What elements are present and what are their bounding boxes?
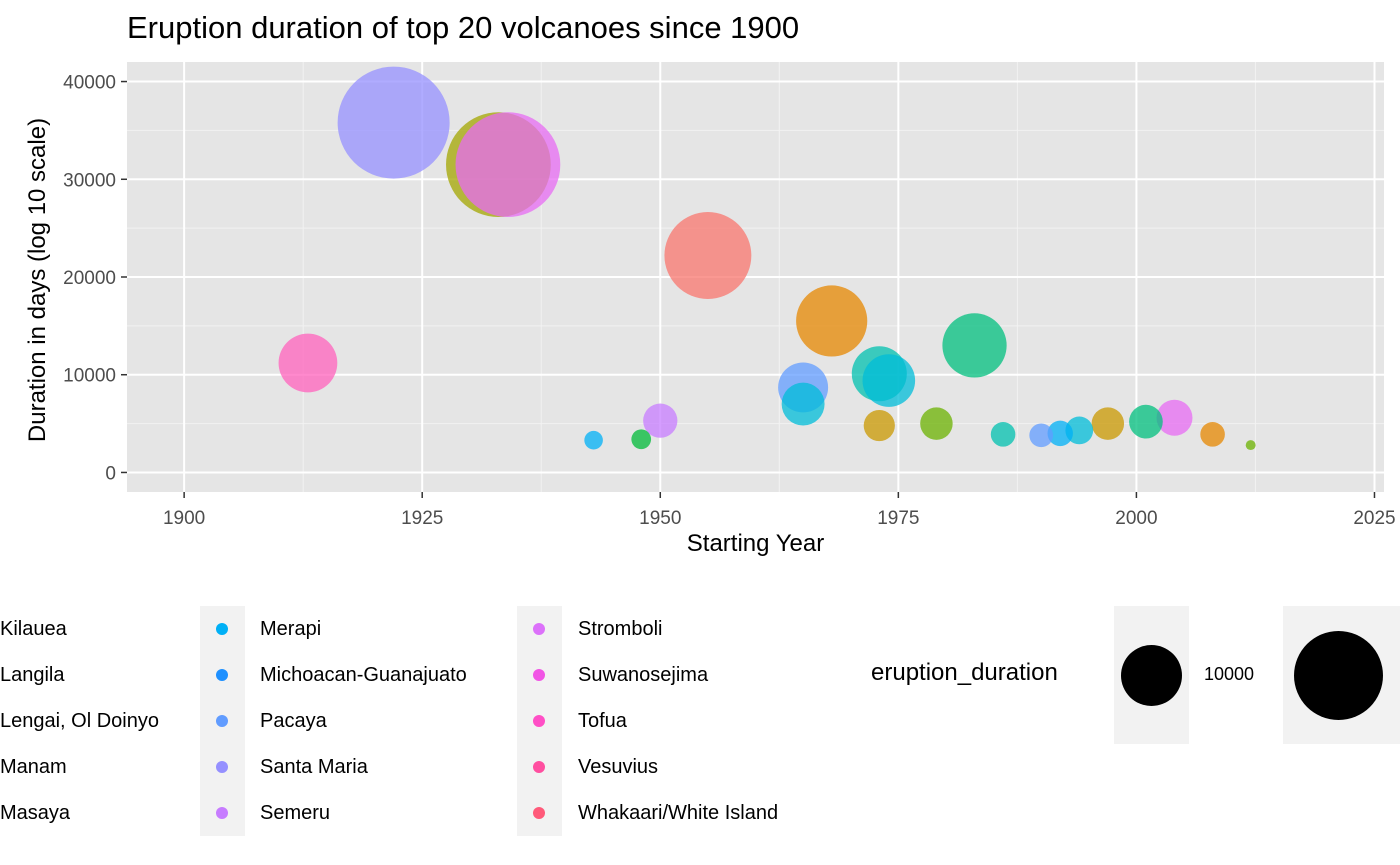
size-legend-label: 10000: [1204, 664, 1255, 684]
data-point: Suwanosejima: [337, 66, 450, 179]
data-point: Michoacan-Guanajuato: [1129, 404, 1163, 439]
y-tick-label: 10000: [63, 366, 116, 387]
legend-label: Merapi: [260, 617, 322, 640]
legend-label: Santa Maria: [260, 755, 368, 778]
data-point: Vesuvius: [1156, 399, 1193, 436]
legend-key-dot: [216, 669, 228, 681]
y-tick-label: 0: [105, 463, 116, 484]
x-tick-label: 2025: [1353, 508, 1395, 529]
legend-label: Semeru: [260, 801, 331, 824]
x-tick-label: 1900: [163, 508, 205, 529]
legend-label: Langila: [0, 663, 65, 686]
legend-label: Michoacan-Guanajuato: [260, 663, 467, 686]
x-tick-label: 2000: [1115, 508, 1157, 529]
data-point: Semeru: [584, 430, 603, 450]
y-axis-title: Duration in days (log 10 scale): [24, 117, 51, 443]
legend-key-dot: [533, 669, 545, 681]
legend-label: Lengai, Ol Doinyo: [0, 709, 159, 732]
legend-key-dot: [533, 761, 545, 773]
data-point: Langila: [1200, 422, 1225, 447]
size-key-small-dot: [1121, 645, 1182, 706]
data-point: Pacaya: [990, 422, 1016, 447]
legend-key-dot: [216, 807, 228, 819]
legend-label: Stromboli: [578, 617, 663, 640]
data-point: Stromboli: [1029, 423, 1054, 448]
size-key-large-dot: [1294, 631, 1383, 720]
legend-key-dot: [533, 715, 545, 727]
legend-label: Whakaari/White Island: [578, 801, 779, 824]
legend-label: Tofua: [578, 709, 627, 732]
legend-label: Manam: [0, 755, 67, 778]
y-tick-label: 20000: [63, 268, 116, 289]
legend-label: Pacaya: [260, 709, 327, 732]
x-axis-title: Starting Year: [686, 530, 825, 557]
data-point: Michoacan-Guanajuato: [942, 313, 1007, 378]
chart-title: Eruption duration of top 20 volcanoes si…: [127, 10, 800, 45]
data-point: Vesuvius: [455, 112, 561, 217]
data-point: Whakaari/White Island: [278, 333, 338, 393]
x-tick-label: 1925: [401, 508, 443, 529]
data-point: Kilauea: [664, 212, 752, 299]
data-point: Tofua: [643, 403, 678, 438]
data-point: Lengai, Ol Doinyo: [1091, 407, 1125, 440]
plot-area: SuwanosejimaManamVesuviusKilaueaLangilaM…: [63, 62, 1396, 529]
legend-key-dot: [533, 807, 545, 819]
legend-key-dot: [216, 715, 228, 727]
size-legend-title: eruption_duration: [871, 659, 1058, 686]
data-point: Semeru: [1047, 420, 1073, 447]
legend-key-dot: [533, 623, 545, 635]
data-point: Masaya: [920, 407, 953, 440]
legend-label: Suwanosejima: [578, 663, 709, 686]
x-tick-label: 1950: [639, 508, 681, 529]
data-point: Santa Maria: [862, 354, 916, 407]
x-tick-label: 1975: [877, 508, 919, 529]
legend-label: Masaya: [0, 801, 71, 824]
data-point: Santa Maria: [1065, 416, 1094, 445]
y-tick-label: 40000: [63, 73, 116, 94]
legend-label: Kilauea: [0, 617, 67, 640]
y-tick-label: 30000: [63, 170, 116, 191]
data-point: Langila: [796, 285, 868, 357]
data-point: Merapi: [631, 429, 652, 450]
data-point: Santa Maria: [781, 382, 825, 426]
legend-key-dot: [216, 761, 228, 773]
data-point: Lengai, Ol Doinyo: [863, 409, 895, 442]
legend-label: Vesuvius: [578, 755, 659, 778]
data-point: Masaya: [1245, 440, 1256, 451]
legend-key-dot: [216, 623, 228, 635]
